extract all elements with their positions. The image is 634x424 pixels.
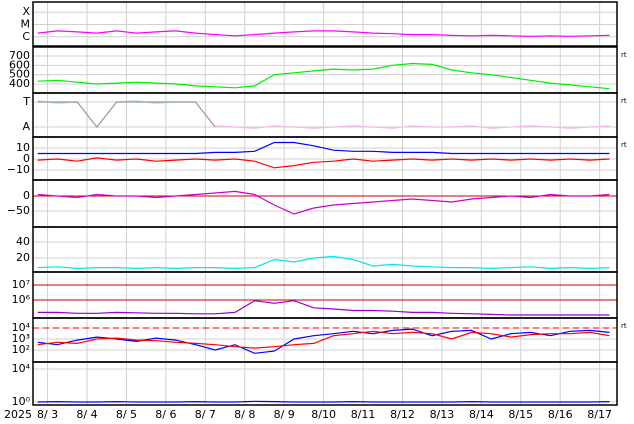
y-tick-label: X [22, 5, 30, 18]
x-tick-label: 8/11 [351, 408, 376, 421]
x-tick-label: 8/ 4 [76, 408, 97, 421]
x-tick-label: 8/15 [508, 408, 533, 421]
y-tick-label: 700 [9, 49, 30, 62]
series-line [37, 101, 216, 128]
y-tick-label: 10⁴ [12, 362, 31, 375]
y-tick-label: 10⁰ [12, 395, 31, 408]
panel-frame [32, 1, 618, 47]
y-tick-label: 0 [23, 152, 30, 165]
y-tick-label: 400 [9, 77, 30, 90]
series-line [215, 125, 610, 129]
y-tick-label: 600 [9, 58, 30, 71]
series-line [37, 157, 610, 169]
series-line [37, 190, 610, 215]
series-line [37, 30, 610, 37]
y-tick-label: 10 [16, 141, 30, 154]
x-tick-label: 8/13 [430, 408, 455, 421]
right-label: rt [621, 51, 627, 59]
y-tick-label: −50 [7, 204, 30, 217]
x-tick-label: 8/ 6 [155, 408, 176, 421]
y-tick-label: 10⁷ [12, 278, 30, 291]
y-tick-label: 20 [16, 251, 30, 264]
x-tick-label: 8/14 [469, 408, 494, 421]
x-tick-label: 8/10 [311, 408, 336, 421]
y-tick-label: C [22, 30, 30, 43]
series-line [37, 300, 610, 316]
y-tick-label: 10² [12, 343, 30, 356]
panel-frame [32, 179, 618, 228]
y-tick-label: 10³ [12, 332, 30, 345]
series-line [37, 330, 610, 349]
y-tick-label: 500 [9, 68, 30, 81]
y-tick-label: T [22, 95, 30, 108]
x-tick-label: 8/12 [390, 408, 415, 421]
x-tick-label: 8/16 [548, 408, 573, 421]
y-tick-label: 10⁴ [12, 321, 31, 334]
y-tick-label: 40 [16, 235, 30, 248]
series-line [37, 400, 610, 403]
series-line [37, 328, 610, 354]
panel-frame [32, 226, 618, 273]
right-label: rt [621, 322, 627, 330]
series-line [37, 255, 610, 270]
y-tick-label: M [21, 18, 31, 31]
y-tick-label: 10⁶ [12, 293, 31, 306]
x-tick-label: 8/17 [587, 408, 612, 421]
panel-frame [32, 361, 618, 406]
right-label: rt [621, 141, 627, 149]
series-line [37, 62, 610, 90]
y-tick-label: A [22, 120, 30, 133]
x-tick-label: 8/ 9 [274, 408, 295, 421]
series-line [37, 141, 610, 155]
x-tick-label: 8/ 5 [116, 408, 137, 421]
panel-frame [32, 92, 618, 138]
panel-frame [32, 271, 618, 319]
x-tick-label: 8/ 3 [37, 408, 58, 421]
x-tick-label: 8/ 7 [195, 408, 216, 421]
y-tick-label: 0 [23, 189, 30, 202]
y-tick-label: −10 [7, 163, 30, 176]
year-label: 2025 [4, 408, 32, 421]
right-label: rt [621, 97, 627, 105]
x-tick-label: 8/ 8 [234, 408, 255, 421]
